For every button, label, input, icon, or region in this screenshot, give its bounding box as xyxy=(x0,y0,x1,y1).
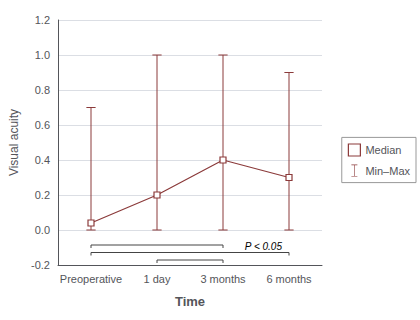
svg-text:0.8: 0.8 xyxy=(35,84,50,96)
svg-text:3 months: 3 months xyxy=(200,273,246,285)
svg-text:Preoperative: Preoperative xyxy=(60,273,122,285)
svg-text:1.0: 1.0 xyxy=(35,49,50,61)
svg-text:1 day: 1 day xyxy=(144,273,171,285)
svg-text:Min–Max: Min–Max xyxy=(365,165,410,177)
svg-text:Median: Median xyxy=(365,144,401,156)
svg-text:6 months: 6 months xyxy=(266,273,312,285)
svg-text:Visual acuity: Visual acuity xyxy=(7,109,21,176)
svg-text:0.6: 0.6 xyxy=(35,119,50,131)
svg-text:P < 0.05: P < 0.05 xyxy=(245,241,283,252)
svg-text:1.2: 1.2 xyxy=(35,14,50,26)
svg-text:0.0: 0.0 xyxy=(35,224,50,236)
svg-text:0.4: 0.4 xyxy=(35,154,50,166)
svg-text:0.2: 0.2 xyxy=(35,189,50,201)
svg-text:Time: Time xyxy=(175,294,205,309)
svg-text:-0.2: -0.2 xyxy=(31,259,50,271)
